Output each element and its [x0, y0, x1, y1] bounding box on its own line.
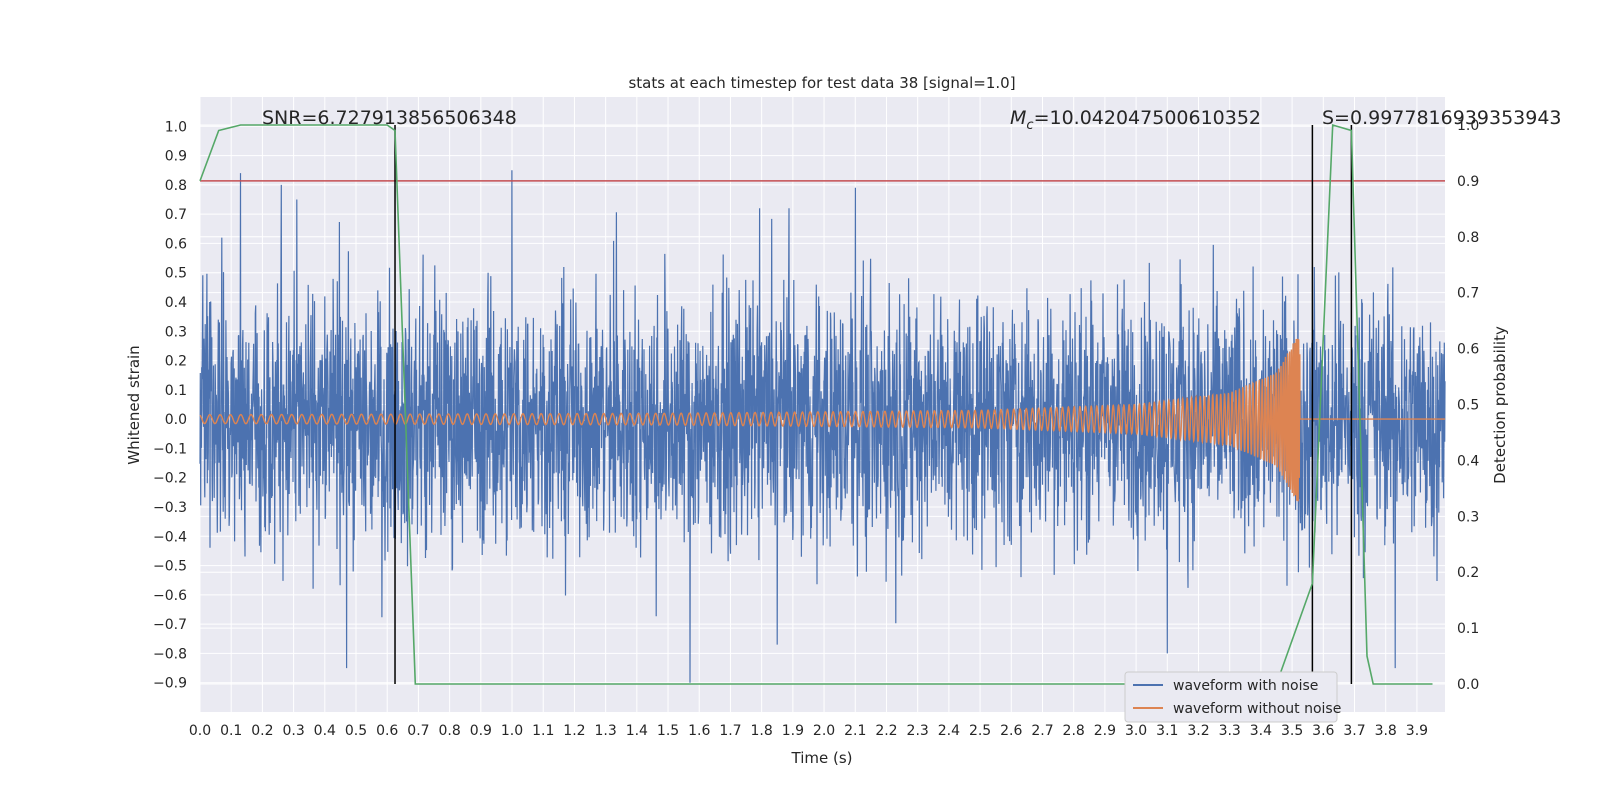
mc-symbol: M — [1010, 107, 1026, 129]
x-tick-label-35: 3.5 — [1281, 723, 1303, 739]
x-tick-label-6: 0.6 — [376, 723, 398, 739]
y-tick-label-16: −0.6 — [153, 588, 187, 604]
legend-label-noise: waveform with noise — [1173, 678, 1318, 694]
s-annotation: S=0.9977816939353943 — [1322, 107, 1562, 129]
y-tick-label-12: −0.2 — [153, 471, 187, 487]
x-tick-label-25: 2.5 — [969, 723, 991, 739]
x-tick-label-2: 0.2 — [251, 723, 273, 739]
x-tick-label-29: 2.9 — [1094, 723, 1116, 739]
x-tick-label-3: 0.3 — [282, 723, 304, 739]
y-tick-label-5: 0.5 — [165, 266, 187, 282]
y2-tick-label-0: 1.0 — [1457, 118, 1479, 134]
y-tick-label-2: 0.8 — [165, 178, 187, 194]
x-tick-label-27: 2.7 — [1031, 723, 1053, 739]
y2-axis-label: Detection probability — [1491, 326, 1509, 484]
y-tick-label-9: 0.1 — [165, 383, 187, 399]
x-tick-label-11: 1.1 — [532, 723, 554, 739]
y2-tick-label-3: 0.7 — [1457, 286, 1479, 302]
x-tick-label-26: 2.6 — [1000, 723, 1022, 739]
x-tick-label-19: 1.9 — [782, 723, 804, 739]
y-tick-label-10: 0.0 — [165, 412, 187, 428]
x-tick-label-38: 3.8 — [1375, 723, 1397, 739]
x-axis-label: Time (s) — [791, 749, 853, 767]
y-tick-label-17: −0.7 — [153, 617, 187, 633]
x-tick-label-15: 1.5 — [657, 723, 679, 739]
chart-title: stats at each timestep for test data 38 … — [628, 74, 1015, 92]
x-tick-label-0: 0.0 — [189, 723, 211, 739]
y2-tick-label-2: 0.8 — [1457, 230, 1479, 246]
x-tick-label-33: 3.3 — [1219, 723, 1241, 739]
x-tick-label-13: 1.3 — [595, 723, 617, 739]
y-tick-label-7: 0.3 — [165, 324, 187, 340]
mc-subscript: c — [1026, 118, 1033, 133]
y-tick-label-8: 0.2 — [165, 354, 187, 370]
series-waveform-with-noise — [199, 170, 1446, 683]
x-tick-label-8: 0.8 — [438, 723, 460, 739]
legend-box — [1124, 671, 1338, 723]
y2-axis-ticks: 1.0 0.9 0.8 0.7 0.6 0.5 0.4 0.3 0.2 0.1 0.0 — [1457, 118, 1479, 693]
y2-tick-label-1: 0.9 — [1457, 174, 1479, 190]
y-tick-label-13: −0.3 — [153, 500, 187, 516]
series-waveform-without-noise — [199, 338, 1445, 502]
mc-annotation: Mc=10.042047500610352 — [1010, 107, 1261, 133]
x-tick-label-20: 2.0 — [813, 723, 835, 739]
x-tick-label-7: 0.7 — [407, 723, 429, 739]
x-tick-label-21: 2.1 — [844, 723, 866, 739]
x-tick-label-23: 2.3 — [907, 723, 929, 739]
legend: waveform with noise waveform without noi… — [1124, 671, 1341, 723]
y-tick-label-11: −0.1 — [153, 441, 187, 457]
x-tick-label-30: 3.0 — [1125, 723, 1147, 739]
y-tick-label-1: 0.9 — [165, 149, 187, 165]
y-tick-label-14: −0.4 — [153, 529, 187, 545]
x-tick-label-1: 0.1 — [220, 723, 242, 739]
x-tick-label-12: 1.2 — [563, 723, 585, 739]
y-axis-ticks: 1.0 0.9 0.8 0.7 0.6 0.5 0.4 0.3 0.2 0.1 0.0 −0.1 −0.… — [153, 119, 187, 691]
y-tick-label-18: −0.8 — [153, 646, 187, 662]
y2-tick-label-9: 0.1 — [1457, 621, 1479, 637]
x-tick-label-31: 3.1 — [1156, 723, 1178, 739]
x-tick-label-24: 2.4 — [938, 723, 960, 739]
y2-tick-label-10: 0.0 — [1457, 677, 1479, 693]
x-tick-label-9: 0.9 — [470, 723, 492, 739]
x-tick-label-37: 3.7 — [1343, 723, 1365, 739]
y2-tick-label-6: 0.4 — [1457, 453, 1479, 469]
x-tick-label-18: 1.8 — [751, 723, 773, 739]
y-tick-label-3: 0.7 — [165, 207, 187, 223]
x-tick-label-36: 3.6 — [1312, 723, 1334, 739]
x-axis-ticks: 0.0 0.1 0.2 0.3 0.4 0.5 0.6 0.7 0.8 0.9 1.0 1.1 1.2 1… — [189, 723, 1428, 739]
x-tick-label-10: 1.0 — [501, 723, 523, 739]
y2-tick-label-5: 0.5 — [1457, 398, 1479, 414]
x-tick-label-32: 3.2 — [1187, 723, 1209, 739]
x-tick-label-5: 0.5 — [345, 723, 367, 739]
y-tick-label-19: −0.9 — [153, 676, 187, 692]
x-tick-label-4: 0.4 — [314, 723, 336, 739]
snr-annotation: SNR=6.727913856506348 — [262, 107, 517, 129]
y-tick-label-4: 0.6 — [165, 236, 187, 252]
x-tick-label-28: 2.8 — [1063, 723, 1085, 739]
x-tick-label-34: 3.4 — [1250, 723, 1272, 739]
mc-value: =10.042047500610352 — [1034, 107, 1261, 129]
legend-label-clean: waveform without noise — [1173, 701, 1341, 717]
y-tick-label-15: −0.5 — [153, 559, 187, 575]
y2-tick-label-4: 0.6 — [1457, 342, 1479, 358]
y-axis-label: Whitened strain — [125, 345, 143, 464]
y2-tick-label-8: 0.2 — [1457, 565, 1479, 581]
x-tick-label-17: 1.7 — [719, 723, 741, 739]
x-tick-label-16: 1.6 — [688, 723, 710, 739]
x-tick-label-14: 1.4 — [626, 723, 648, 739]
y-tick-label-6: 0.4 — [165, 295, 187, 311]
y-tick-label-0: 1.0 — [165, 119, 187, 135]
x-tick-label-39: 3.9 — [1406, 723, 1428, 739]
x-tick-label-22: 2.2 — [875, 723, 897, 739]
y2-tick-label-7: 0.3 — [1457, 509, 1479, 525]
